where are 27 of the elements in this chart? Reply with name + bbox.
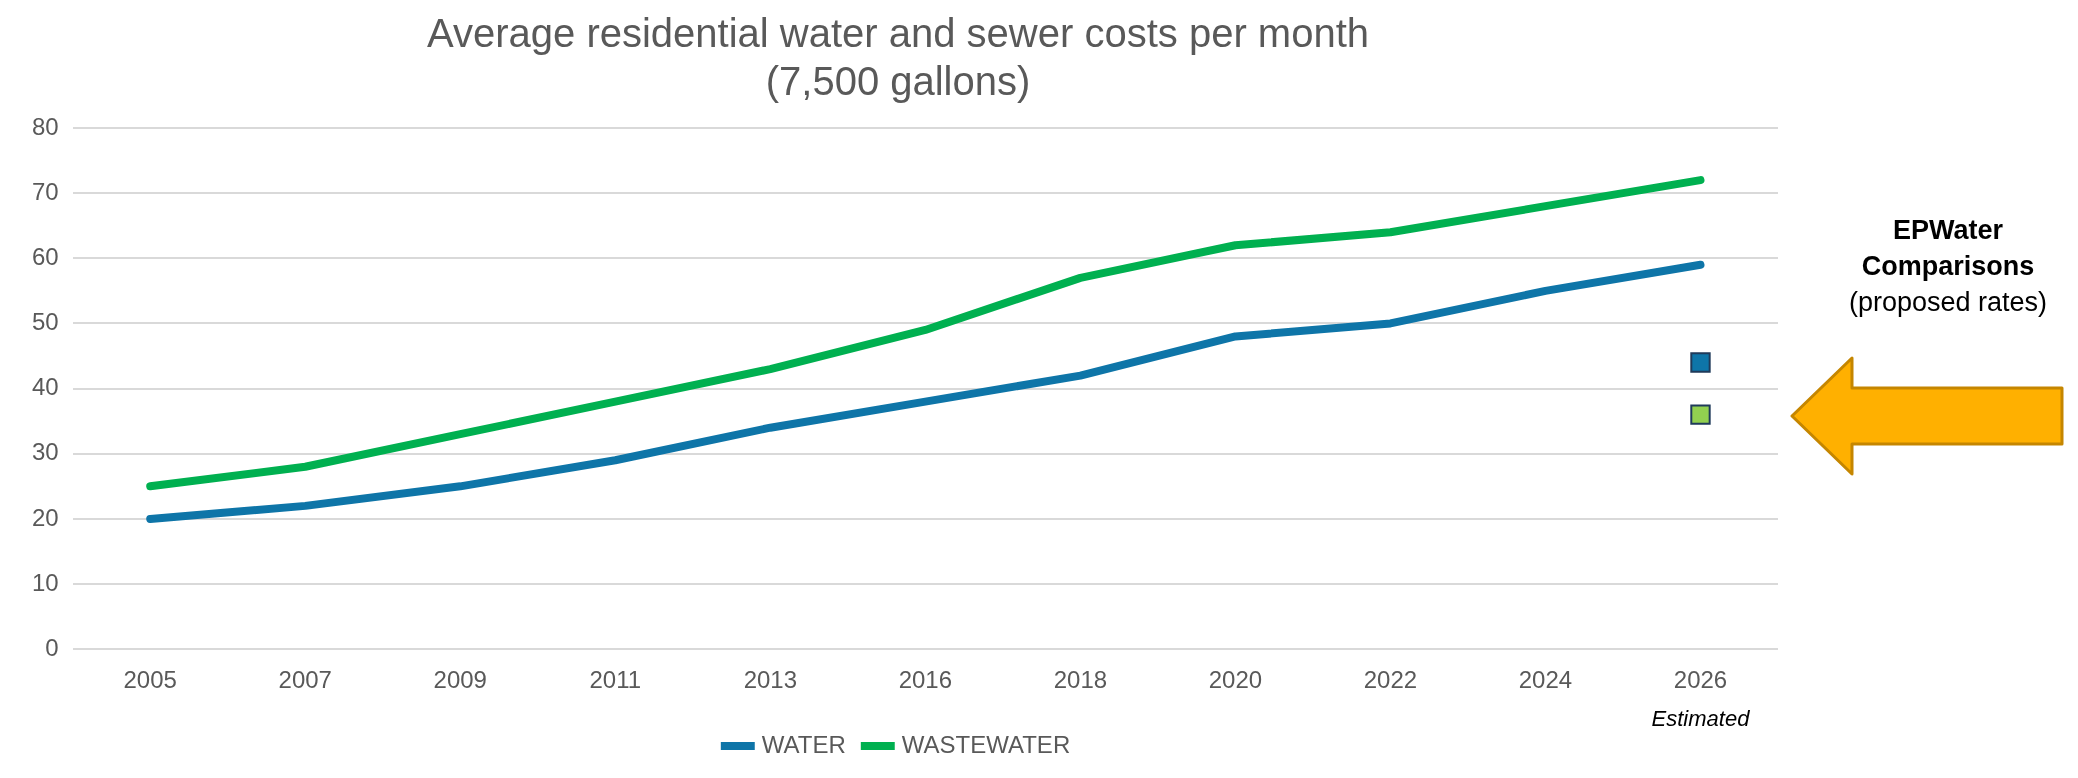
x-tick-label: 2013 <box>743 666 798 694</box>
y-tick-label: 70 <box>31 177 59 205</box>
legend-label: WASTEWATER <box>901 730 1071 758</box>
text: (7,500 gallons) <box>765 59 1031 104</box>
x-tick-label: 2005 <box>123 666 177 694</box>
y-tick-label: 50 <box>31 308 59 336</box>
text: (proposed rates) <box>1848 286 2048 317</box>
x-tick-label: 2018 <box>1053 666 1108 694</box>
x-tick-label: 2011 <box>589 666 642 694</box>
x-tick-label: 2016 <box>898 666 953 694</box>
x-tick-label: 2024 <box>1518 666 1573 694</box>
text: Average residential water and sewer costs per month <box>427 11 1369 56</box>
x-tick-label: 2020 <box>1208 666 1263 694</box>
text: EPWater Comparisons <box>1861 214 2035 281</box>
x-tick-label: 2007 <box>278 666 332 694</box>
x-tick-label: 2022 <box>1363 666 1418 694</box>
legend-label: WATER <box>761 730 846 758</box>
y-tick-label: 0 <box>45 633 59 661</box>
text: Estimated <box>1651 706 1751 732</box>
y-tick-label: 30 <box>31 438 59 466</box>
y-tick-label: 60 <box>31 242 59 270</box>
x-tick-label: 2026 <box>1673 666 1728 694</box>
y-tick-label: 40 <box>31 373 59 401</box>
x-tick-label: 2009 <box>433 666 487 694</box>
y-tick-label: 80 <box>31 112 59 140</box>
y-tick-label: 10 <box>31 568 59 596</box>
y-tick-label: 20 <box>31 503 59 531</box>
